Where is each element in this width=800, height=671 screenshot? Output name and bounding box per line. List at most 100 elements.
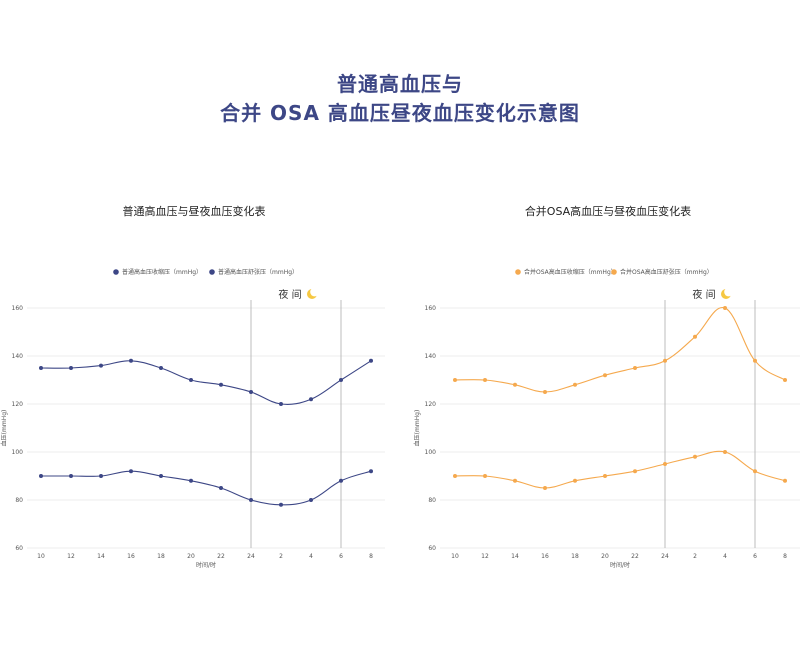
legend-marker — [113, 269, 119, 275]
data-point — [603, 474, 607, 478]
x-tick-label: 10 — [451, 553, 459, 560]
x-tick-label: 18 — [571, 553, 579, 560]
x-tick-label: 10 — [37, 553, 45, 560]
y-tick-label: 60 — [15, 545, 23, 552]
x-tick-label: 12 — [67, 553, 75, 560]
data-point — [513, 478, 517, 483]
legend-entry: 普通高血压舒张压（mmHg） — [218, 268, 298, 276]
x-tick-label: 8 — [369, 553, 373, 560]
legend-entry: 合并OSA高血压舒张压（mmHg） — [620, 268, 713, 276]
x-axis-label: 时间/时 — [196, 561, 216, 569]
legend-entry: 普通高血压收缩压（mmHg） — [122, 268, 202, 276]
y-tick-label: 160 — [425, 305, 437, 312]
data-point — [129, 469, 133, 474]
x-tick-label: 4 — [309, 553, 313, 560]
data-point — [159, 474, 163, 478]
y-tick-label: 140 — [425, 353, 437, 360]
data-point — [339, 478, 343, 483]
y-tick-label: 100 — [12, 449, 24, 456]
y-tick-label: 100 — [425, 449, 437, 456]
x-tick-label: 2 — [693, 553, 697, 560]
x-tick-label: 6 — [339, 553, 343, 560]
data-point — [483, 378, 487, 382]
data-point — [783, 378, 787, 382]
data-point — [159, 366, 163, 370]
data-point — [249, 390, 253, 394]
data-point — [369, 358, 373, 363]
series-line — [454, 450, 786, 489]
x-axis-label: 时间/时 — [610, 561, 630, 569]
legend-marker — [515, 269, 521, 275]
data-point — [219, 486, 223, 490]
data-point — [99, 474, 103, 478]
page-title-line2: 合并 OSA 高血压昼夜血压变化示意图 — [220, 101, 580, 125]
y-tick-label: 120 — [425, 401, 437, 408]
data-point — [483, 474, 487, 478]
data-point — [99, 363, 103, 368]
data-point — [129, 358, 133, 363]
x-tick-label: 14 — [97, 553, 105, 560]
data-point — [309, 397, 313, 402]
series-line — [40, 470, 372, 506]
data-point — [603, 373, 607, 378]
data-point — [513, 382, 517, 387]
x-tick-label: 20 — [187, 553, 195, 560]
data-point — [633, 469, 637, 474]
night-label: 夜 间 — [278, 288, 301, 301]
moon-icon-cutout — [724, 287, 733, 297]
data-point — [453, 474, 457, 478]
data-point — [723, 450, 727, 454]
data-point — [573, 478, 577, 483]
data-point — [279, 502, 283, 507]
chart-title: 合并OSA高血压与昼夜血压变化表 — [525, 204, 691, 218]
x-tick-label: 14 — [511, 553, 519, 560]
data-point — [219, 382, 223, 387]
data-point — [39, 366, 43, 370]
legend-marker — [209, 269, 215, 275]
x-tick-label: 12 — [481, 553, 489, 560]
x-tick-label: 6 — [753, 553, 757, 560]
series-line — [40, 360, 372, 405]
chart-title: 普通高血压与昼夜血压变化表 — [123, 204, 266, 218]
y-tick-label: 140 — [12, 353, 24, 360]
series-line — [454, 307, 786, 393]
data-point — [189, 478, 193, 483]
data-point — [783, 478, 787, 483]
data-point — [69, 474, 73, 478]
data-point — [69, 366, 73, 370]
y-tick-label: 60 — [428, 545, 436, 552]
x-tick-label: 20 — [601, 553, 609, 560]
x-tick-label: 4 — [723, 553, 727, 560]
data-point — [543, 390, 547, 394]
data-point — [369, 469, 373, 474]
legend-entry: 合并OSA高血压收缩压（mmHg） — [524, 268, 617, 276]
data-point — [453, 378, 457, 382]
page-title-line1: 普通高血压与 — [337, 72, 463, 96]
x-tick-label: 22 — [217, 553, 225, 560]
y-axis-label: 血压(mmHg) — [0, 410, 8, 447]
data-point — [339, 378, 343, 382]
x-tick-label: 24 — [661, 553, 669, 560]
data-point — [753, 358, 757, 363]
data-point — [753, 469, 757, 474]
legend-marker — [611, 269, 617, 275]
y-tick-label: 80 — [428, 497, 436, 504]
x-tick-label: 24 — [247, 553, 255, 560]
night-label: 夜 间 — [692, 288, 715, 301]
x-tick-label: 18 — [157, 553, 165, 560]
data-point — [693, 334, 697, 339]
data-point — [723, 306, 727, 310]
data-point — [693, 454, 697, 459]
x-tick-label: 16 — [541, 553, 549, 560]
y-tick-label: 120 — [12, 401, 24, 408]
y-axis-label: 血压(mmHg) — [413, 410, 421, 447]
data-point — [663, 462, 667, 466]
data-point — [309, 498, 313, 502]
data-point — [663, 358, 667, 363]
data-point — [249, 498, 253, 502]
x-tick-label: 22 — [631, 553, 639, 560]
data-point — [633, 366, 637, 370]
x-tick-label: 16 — [127, 553, 135, 560]
